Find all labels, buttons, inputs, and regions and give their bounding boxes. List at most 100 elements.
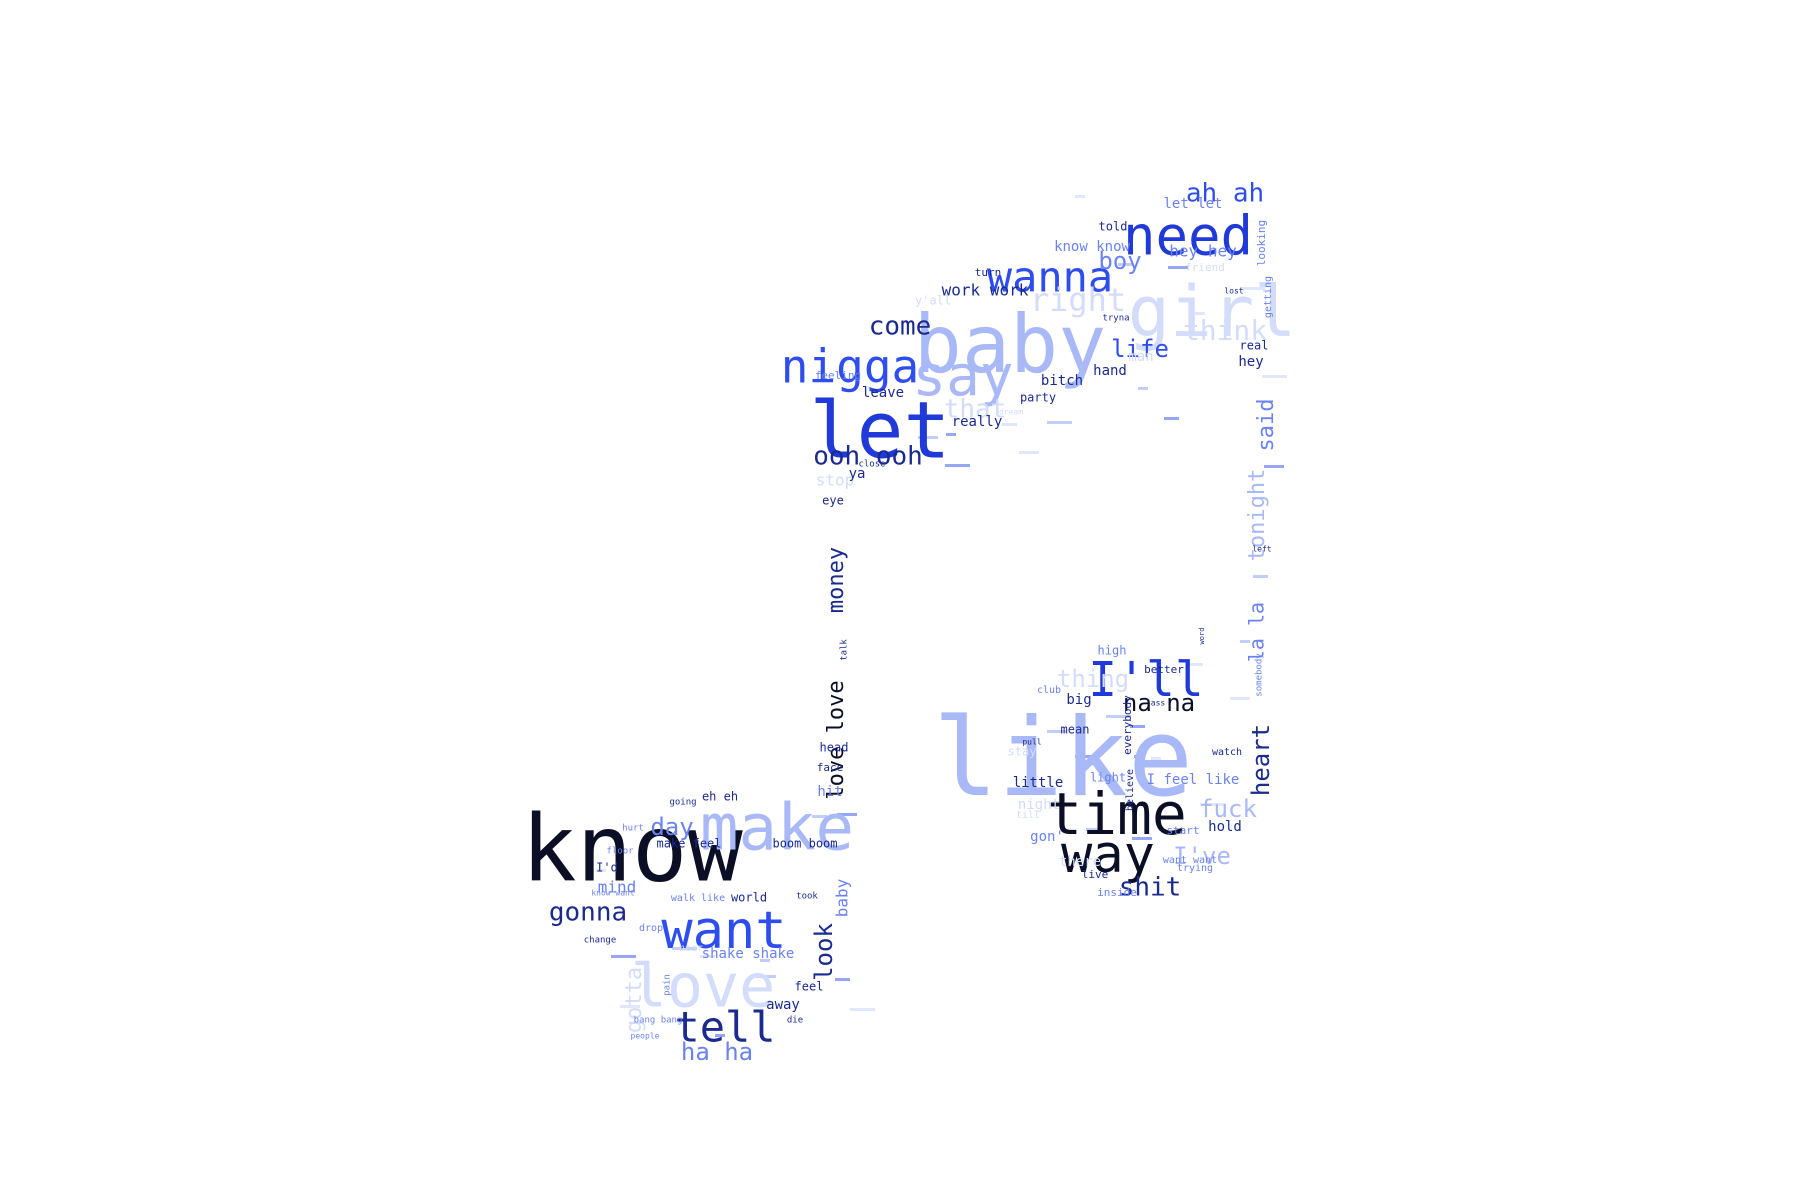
cloud-word: ah ah: [1186, 179, 1264, 209]
filler-word-mark: [672, 947, 697, 950]
cloud-word: friend: [1185, 261, 1225, 274]
cloud-word: high: [1098, 644, 1127, 658]
cloud-word: girl: [1128, 271, 1297, 353]
cloud-word: stop: [816, 471, 855, 490]
cloud-word: believe: [1125, 769, 1136, 811]
filler-word-mark: [611, 955, 636, 958]
cloud-word: let: [810, 386, 951, 476]
cloud-word: lost: [1224, 287, 1243, 296]
cloud-word: head: [820, 741, 849, 755]
cloud-word: tonight: [1245, 469, 1270, 562]
cloud-word: hey: [1238, 354, 1263, 370]
filler-word-mark: [1164, 417, 1179, 420]
filler-word-mark: [918, 436, 938, 439]
filler-word-mark: [1118, 263, 1133, 266]
cloud-word: let let: [1163, 196, 1222, 212]
cloud-word: shake shake: [702, 946, 795, 962]
cloud-word: say: [912, 344, 1013, 409]
cloud-word: face: [817, 761, 844, 774]
cloud-word: know want: [591, 889, 635, 898]
filler-word-mark: [945, 464, 970, 467]
cloud-word: baby: [833, 878, 852, 917]
cloud-word: man: [1128, 349, 1153, 365]
cloud-word: right: [1030, 281, 1126, 319]
cloud-word: y'all: [915, 294, 951, 308]
cloud-word: know: [521, 795, 743, 902]
cloud-word: ass: [1151, 699, 1166, 708]
cloud-word: party: [1020, 391, 1056, 405]
cloud-word: really: [952, 414, 1003, 430]
cloud-word: better: [1144, 663, 1184, 676]
cloud-word: money: [824, 547, 849, 613]
cloud-word: look: [810, 923, 838, 981]
filler-word-mark: [1130, 725, 1145, 728]
cloud-word: ooh ooh: [813, 442, 923, 472]
cloud-word: pull: [1022, 738, 1041, 747]
cloud-word: world: [731, 891, 767, 905]
cloud-word: night: [1018, 797, 1060, 813]
cloud-word: turn: [975, 266, 1002, 279]
cloud-word: said: [1254, 399, 1279, 452]
cloud-word: close: [858, 460, 885, 470]
cloud-word: think: [1183, 314, 1267, 347]
cloud-word: floor: [606, 847, 634, 857]
filler-word-mark: [946, 433, 956, 436]
cloud-word: eye: [822, 494, 844, 508]
cloud-word: light: [1090, 771, 1126, 785]
filler-word-mark: [1106, 715, 1131, 718]
cloud-word: word: [1198, 628, 1206, 645]
cloud-word: hand: [1093, 363, 1127, 379]
word-cloud-words: knowlikebabyletmakegirlneedtimewantsayni…: [521, 179, 1296, 1067]
cloud-word: mean: [1061, 723, 1090, 737]
cloud-word: everybody: [1121, 695, 1134, 755]
cloud-word: thing: [1057, 665, 1129, 693]
filler-word-mark: [1264, 465, 1284, 468]
filler-word-mark: [1262, 375, 1287, 378]
filler-word-mark: [1253, 575, 1268, 578]
cloud-word: hold: [1208, 819, 1242, 835]
cloud-word: nigga: [781, 340, 919, 394]
filler-word-mark: [756, 975, 776, 978]
cloud-word: I feel like: [1147, 772, 1240, 788]
filler-word-mark: [1240, 287, 1265, 290]
cloud-word: people: [631, 1032, 660, 1041]
cloud-word: feeling: [815, 369, 861, 382]
filler-word-mark: [1230, 697, 1250, 700]
cloud-word: day: [650, 813, 693, 841]
filler-word-mark: [835, 978, 850, 981]
cloud-word: big: [1066, 692, 1091, 708]
cloud-word: little: [1013, 775, 1064, 791]
cloud-word: looking: [1255, 220, 1268, 266]
filler-word-mark: [1019, 451, 1039, 454]
filler-word-mark: [850, 1008, 875, 1011]
filler-word-mark: [1188, 663, 1203, 666]
cloud-word: need: [1123, 205, 1253, 268]
cloud-word: hurt: [622, 824, 644, 834]
cloud-word: talk: [840, 639, 850, 661]
cloud-word: getting: [1263, 276, 1274, 318]
filler-word-mark: [837, 813, 857, 816]
cloud-word: took: [796, 892, 818, 902]
cloud-word: wanna: [987, 253, 1113, 302]
cloud-word: stay: [1008, 745, 1037, 759]
cloud-word: time: [1047, 780, 1187, 848]
cloud-word: gotta: [622, 967, 647, 1033]
cloud-word: mind: [598, 878, 637, 897]
cloud-word: want: [661, 901, 786, 961]
filler-word-mark: [1151, 757, 1161, 760]
cloud-word: till: [1016, 810, 1040, 821]
cloud-word: left: [1252, 545, 1271, 554]
cloud-word: know know: [1054, 239, 1130, 255]
filler-word-mark: [1240, 640, 1250, 643]
cloud-word: shit: [1119, 873, 1182, 903]
cloud-word: going: [669, 798, 696, 808]
cloud-word: trying: [1177, 863, 1213, 874]
cloud-word: ya: [849, 466, 866, 482]
cloud-word: boy: [1098, 247, 1141, 275]
filler-word-mark: [715, 1034, 725, 1037]
filler-word-mark: [1134, 755, 1144, 758]
filler-word-mark: [1075, 195, 1085, 198]
cloud-word: make: [700, 792, 854, 866]
cloud-word: fuck: [1199, 795, 1257, 823]
filler-word-mark: [700, 955, 715, 958]
